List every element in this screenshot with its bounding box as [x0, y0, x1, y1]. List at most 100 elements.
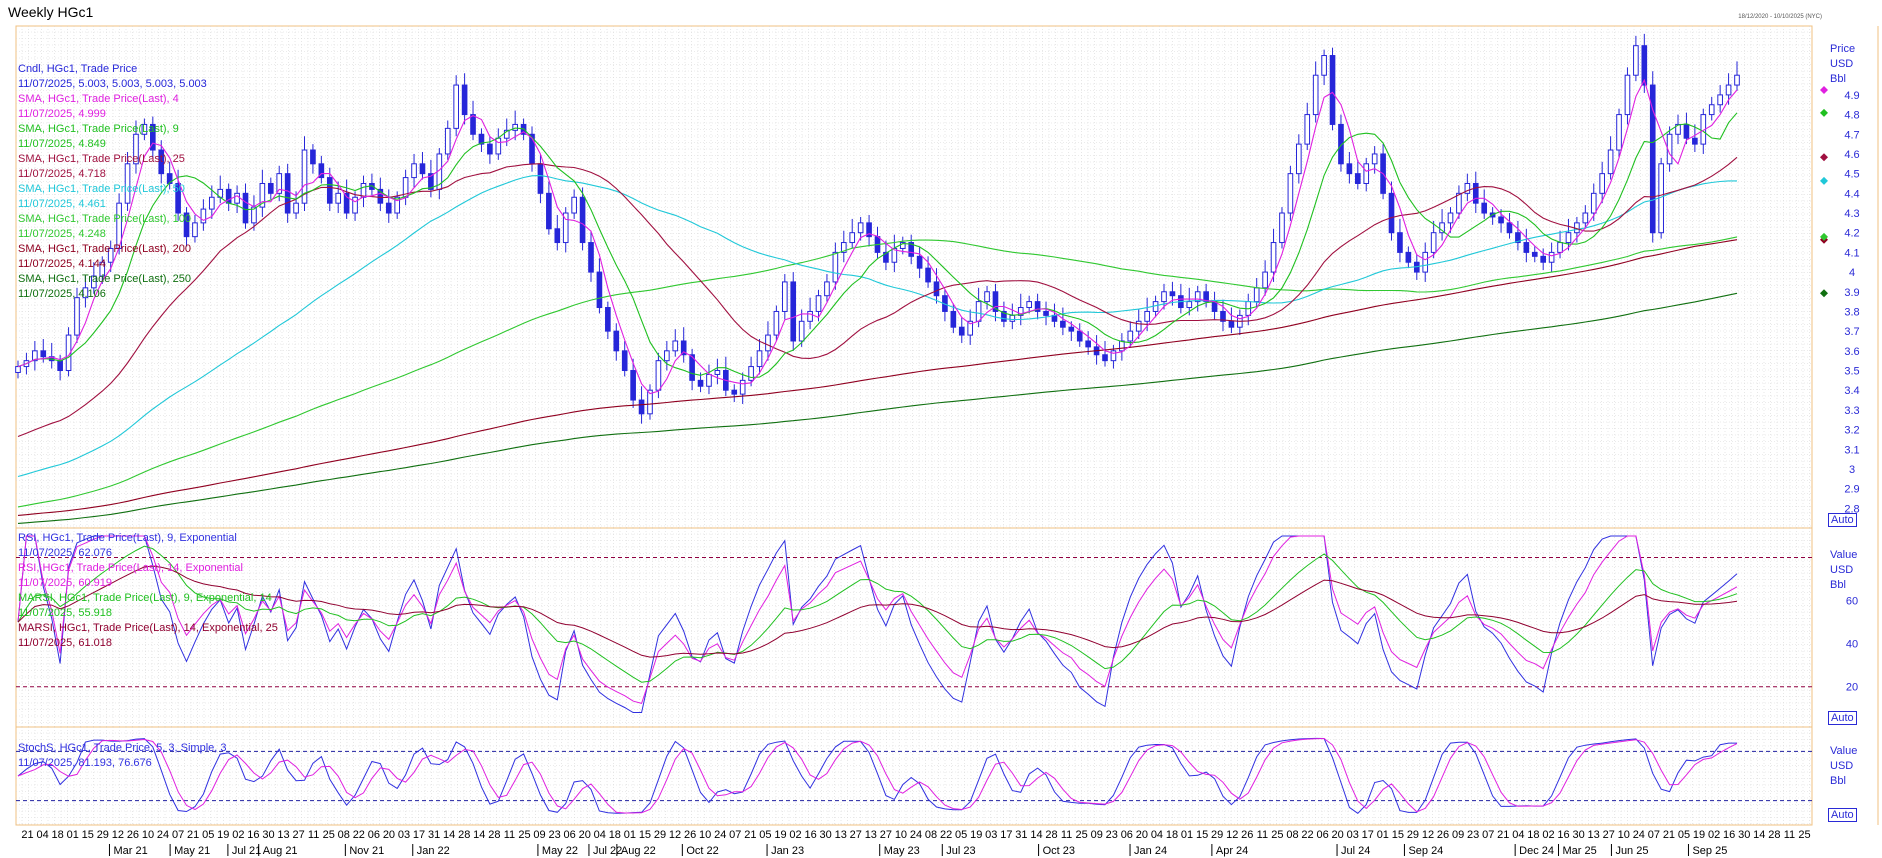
- candle-body[interactable]: [428, 173, 434, 190]
- candle-body[interactable]: [57, 360, 63, 372]
- candle-body[interactable]: [91, 275, 97, 289]
- candle-body[interactable]: [1616, 114, 1622, 151]
- candle-body[interactable]: [958, 326, 965, 336]
- candle-body[interactable]: [1296, 143, 1302, 175]
- candle-body[interactable]: [242, 192, 249, 224]
- stoch-auto-scale-button[interactable]: Auto: [1828, 808, 1857, 822]
- candle-body[interactable]: [992, 291, 999, 312]
- candle-body[interactable]: [495, 137, 502, 155]
- candle-body[interactable]: [1388, 192, 1395, 234]
- candle-body[interactable]: [588, 242, 594, 273]
- candle-body[interactable]: [1590, 192, 1597, 214]
- candle-body[interactable]: [15, 366, 21, 373]
- candle-body[interactable]: [638, 399, 645, 415]
- legend-series-name[interactable]: MARSI, HGc1, Trade Price(Last), 14, Expo…: [18, 622, 278, 634]
- legend-series-name[interactable]: SMA, HGc1, Trade Price(Last), 100: [18, 213, 192, 225]
- candle-body[interactable]: [1557, 242, 1563, 253]
- candle-body[interactable]: [478, 133, 485, 145]
- candle-body[interactable]: [310, 149, 316, 165]
- candle-body[interactable]: [849, 232, 856, 244]
- candle-body[interactable]: [1186, 301, 1193, 309]
- candle-body[interactable]: [908, 242, 915, 257]
- candle-body[interactable]: [200, 208, 207, 224]
- candle-body[interactable]: [301, 149, 308, 204]
- candle-body[interactable]: [1422, 251, 1429, 273]
- candle-body[interactable]: [739, 379, 746, 395]
- candle-body[interactable]: [1371, 153, 1378, 165]
- candle-body[interactable]: [158, 149, 165, 175]
- candle-body[interactable]: [546, 192, 552, 230]
- candle-body[interactable]: [596, 271, 603, 309]
- candle-body[interactable]: [984, 291, 990, 303]
- candle-body[interactable]: [621, 350, 628, 372]
- candle-body[interactable]: [1001, 310, 1007, 322]
- candle-body[interactable]: [916, 255, 923, 269]
- candle-body[interactable]: [1624, 74, 1631, 116]
- candle-body[interactable]: [503, 129, 510, 139]
- candle-body[interactable]: [1060, 320, 1066, 328]
- candle-body[interactable]: [1346, 163, 1353, 175]
- candle-body[interactable]: [1068, 326, 1075, 332]
- candle-body[interactable]: [1085, 340, 1091, 348]
- candle-body[interactable]: [1253, 287, 1260, 303]
- candle-body[interactable]: [807, 310, 813, 322]
- legend-series-name[interactable]: MARSI, HGc1, Trade Price(Last), 9, Expon…: [18, 592, 272, 604]
- candle-body[interactable]: [857, 222, 864, 234]
- candle-body[interactable]: [377, 188, 384, 204]
- candle-body[interactable]: [208, 196, 215, 210]
- legend-series-name[interactable]: RSI, HGc1, Trade Price(Last), 14, Expone…: [18, 562, 243, 574]
- candle-body[interactable]: [1161, 291, 1167, 303]
- candle-body[interactable]: [1472, 182, 1479, 204]
- candle-body[interactable]: [1321, 55, 1327, 76]
- candle-body[interactable]: [579, 196, 586, 244]
- candle-body[interactable]: [1607, 149, 1614, 175]
- legend-series-name[interactable]: SMA, HGc1, Trade Price(Last), 50: [18, 183, 185, 195]
- candle-body[interactable]: [1220, 310, 1226, 322]
- candle-body[interactable]: [1043, 310, 1049, 316]
- candle-body[interactable]: [1506, 222, 1513, 234]
- candle-body[interactable]: [1447, 212, 1454, 224]
- candle-body[interactable]: [925, 267, 931, 283]
- candle-body[interactable]: [32, 350, 38, 362]
- candle-body[interactable]: [630, 370, 636, 401]
- candle-body[interactable]: [1270, 242, 1277, 273]
- candle-body[interactable]: [259, 182, 266, 208]
- candle-body[interactable]: [1582, 212, 1589, 224]
- candle-body[interactable]: [1312, 74, 1319, 116]
- candle-body[interactable]: [1675, 123, 1681, 135]
- candle-body[interactable]: [697, 379, 704, 387]
- candle-body[interactable]: [773, 310, 780, 336]
- legend-series-name[interactable]: SMA, HGc1, Trade Price(Last), 25: [18, 153, 185, 165]
- candle-body[interactable]: [537, 163, 544, 194]
- candle-body[interactable]: [765, 334, 771, 352]
- candle-body[interactable]: [453, 84, 459, 129]
- candle-body[interactable]: [82, 287, 89, 299]
- candle-body[interactable]: [1641, 45, 1648, 86]
- candle-body[interactable]: [1531, 251, 1538, 257]
- candle-body[interactable]: [1009, 314, 1016, 322]
- candle-body[interactable]: [1649, 84, 1656, 234]
- legend-series-name[interactable]: RSI, HGc1, Trade Price(Last), 9, Exponen…: [18, 532, 237, 544]
- candle-body[interactable]: [933, 281, 940, 297]
- candle-body[interactable]: [40, 350, 47, 358]
- candle-body[interactable]: [1599, 173, 1605, 194]
- legend-series-name[interactable]: SMA, HGc1, Trade Price(Last), 4: [18, 93, 179, 105]
- candle-body[interactable]: [1262, 271, 1268, 289]
- candle-body[interactable]: [343, 192, 350, 214]
- candle-body[interactable]: [326, 177, 333, 204]
- candle-body[interactable]: [605, 307, 611, 332]
- candle-body[interactable]: [832, 251, 839, 283]
- candle-body[interactable]: [318, 163, 325, 179]
- candle-body[interactable]: [150, 123, 156, 151]
- candle-body[interactable]: [1194, 291, 1201, 303]
- candle-body[interactable]: [385, 202, 392, 214]
- candle-body[interactable]: [950, 310, 957, 328]
- candle-body[interactable]: [419, 163, 426, 175]
- candle-body[interactable]: [284, 173, 291, 214]
- candle-body[interactable]: [1287, 173, 1294, 214]
- candle-body[interactable]: [276, 173, 283, 194]
- candle-body[interactable]: [672, 340, 679, 352]
- candle-body[interactable]: [1127, 330, 1134, 342]
- candle-body[interactable]: [1017, 307, 1024, 316]
